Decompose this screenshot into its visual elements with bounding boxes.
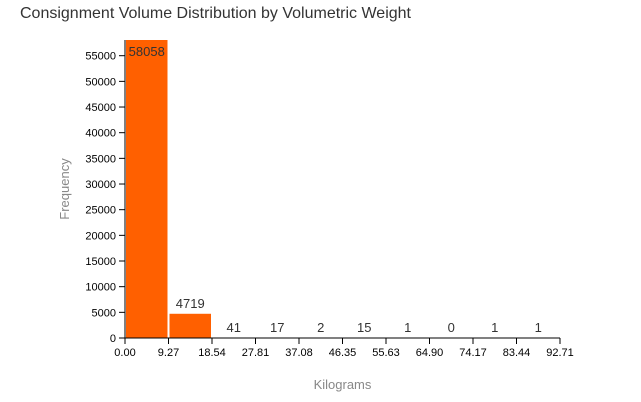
bar-value-label: 17	[270, 320, 284, 335]
y-tick-label: 50000	[85, 76, 116, 88]
histogram-bar	[126, 40, 168, 338]
y-tick-label: 25000	[85, 205, 116, 217]
bar-value-label: 15	[357, 320, 371, 335]
bars-group	[126, 40, 559, 338]
bar-value-label: 1	[491, 320, 498, 335]
histogram-bar	[169, 313, 211, 338]
x-tick-label: 27.81	[242, 347, 270, 359]
data-labels-group: 58058 4719 41 17 2 15 1 0 1 1	[129, 44, 542, 335]
bar-value-label: 58058	[129, 44, 165, 59]
y-tick-label: 5000	[92, 307, 116, 319]
y-tick-label: 40000	[85, 128, 116, 140]
y-tick-label: 35000	[85, 153, 116, 165]
bar-value-label: 0	[448, 320, 455, 335]
x-axis-title: Kilograms	[314, 377, 372, 392]
x-tick-label: 0.00	[114, 347, 135, 359]
bar-value-label: 2	[317, 320, 324, 335]
y-tick-label: 30000	[85, 179, 116, 191]
bar-value-label: 1	[404, 320, 411, 335]
x-axis: 0.00 9.27 18.54 27.81 37.08 46.35 55.63 64.90 74…	[114, 337, 574, 359]
y-tick-label: 20000	[85, 230, 116, 242]
x-tick-label: 9.27	[158, 347, 179, 359]
x-tick-label: 74.17	[459, 347, 487, 359]
y-axis: 0 5000 10000 15000 20000 25000 30000 35000 40000…	[85, 40, 126, 345]
x-tick-label: 92.71	[546, 347, 574, 359]
x-tick-label: 46.35	[329, 347, 357, 359]
bar-value-label: 4719	[176, 296, 205, 311]
y-tick-label: 15000	[85, 256, 116, 268]
x-tick-label: 64.90	[416, 347, 444, 359]
y-tick-label: 10000	[85, 282, 116, 294]
y-tick-label: 45000	[85, 102, 116, 114]
chart-title: Consignment Volume Distribution by Volum…	[20, 5, 411, 22]
y-axis-title: Frequency	[57, 158, 72, 220]
y-tick-label: 0	[110, 333, 116, 345]
y-tick-label: 55000	[85, 51, 116, 63]
bar-value-label: 41	[227, 320, 241, 335]
x-tick-label: 55.63	[372, 347, 400, 359]
x-tick-label: 83.44	[503, 347, 531, 359]
x-tick-label: 18.54	[198, 347, 226, 359]
bar-value-label: 1	[535, 320, 542, 335]
x-tick-label: 37.08	[285, 347, 313, 359]
